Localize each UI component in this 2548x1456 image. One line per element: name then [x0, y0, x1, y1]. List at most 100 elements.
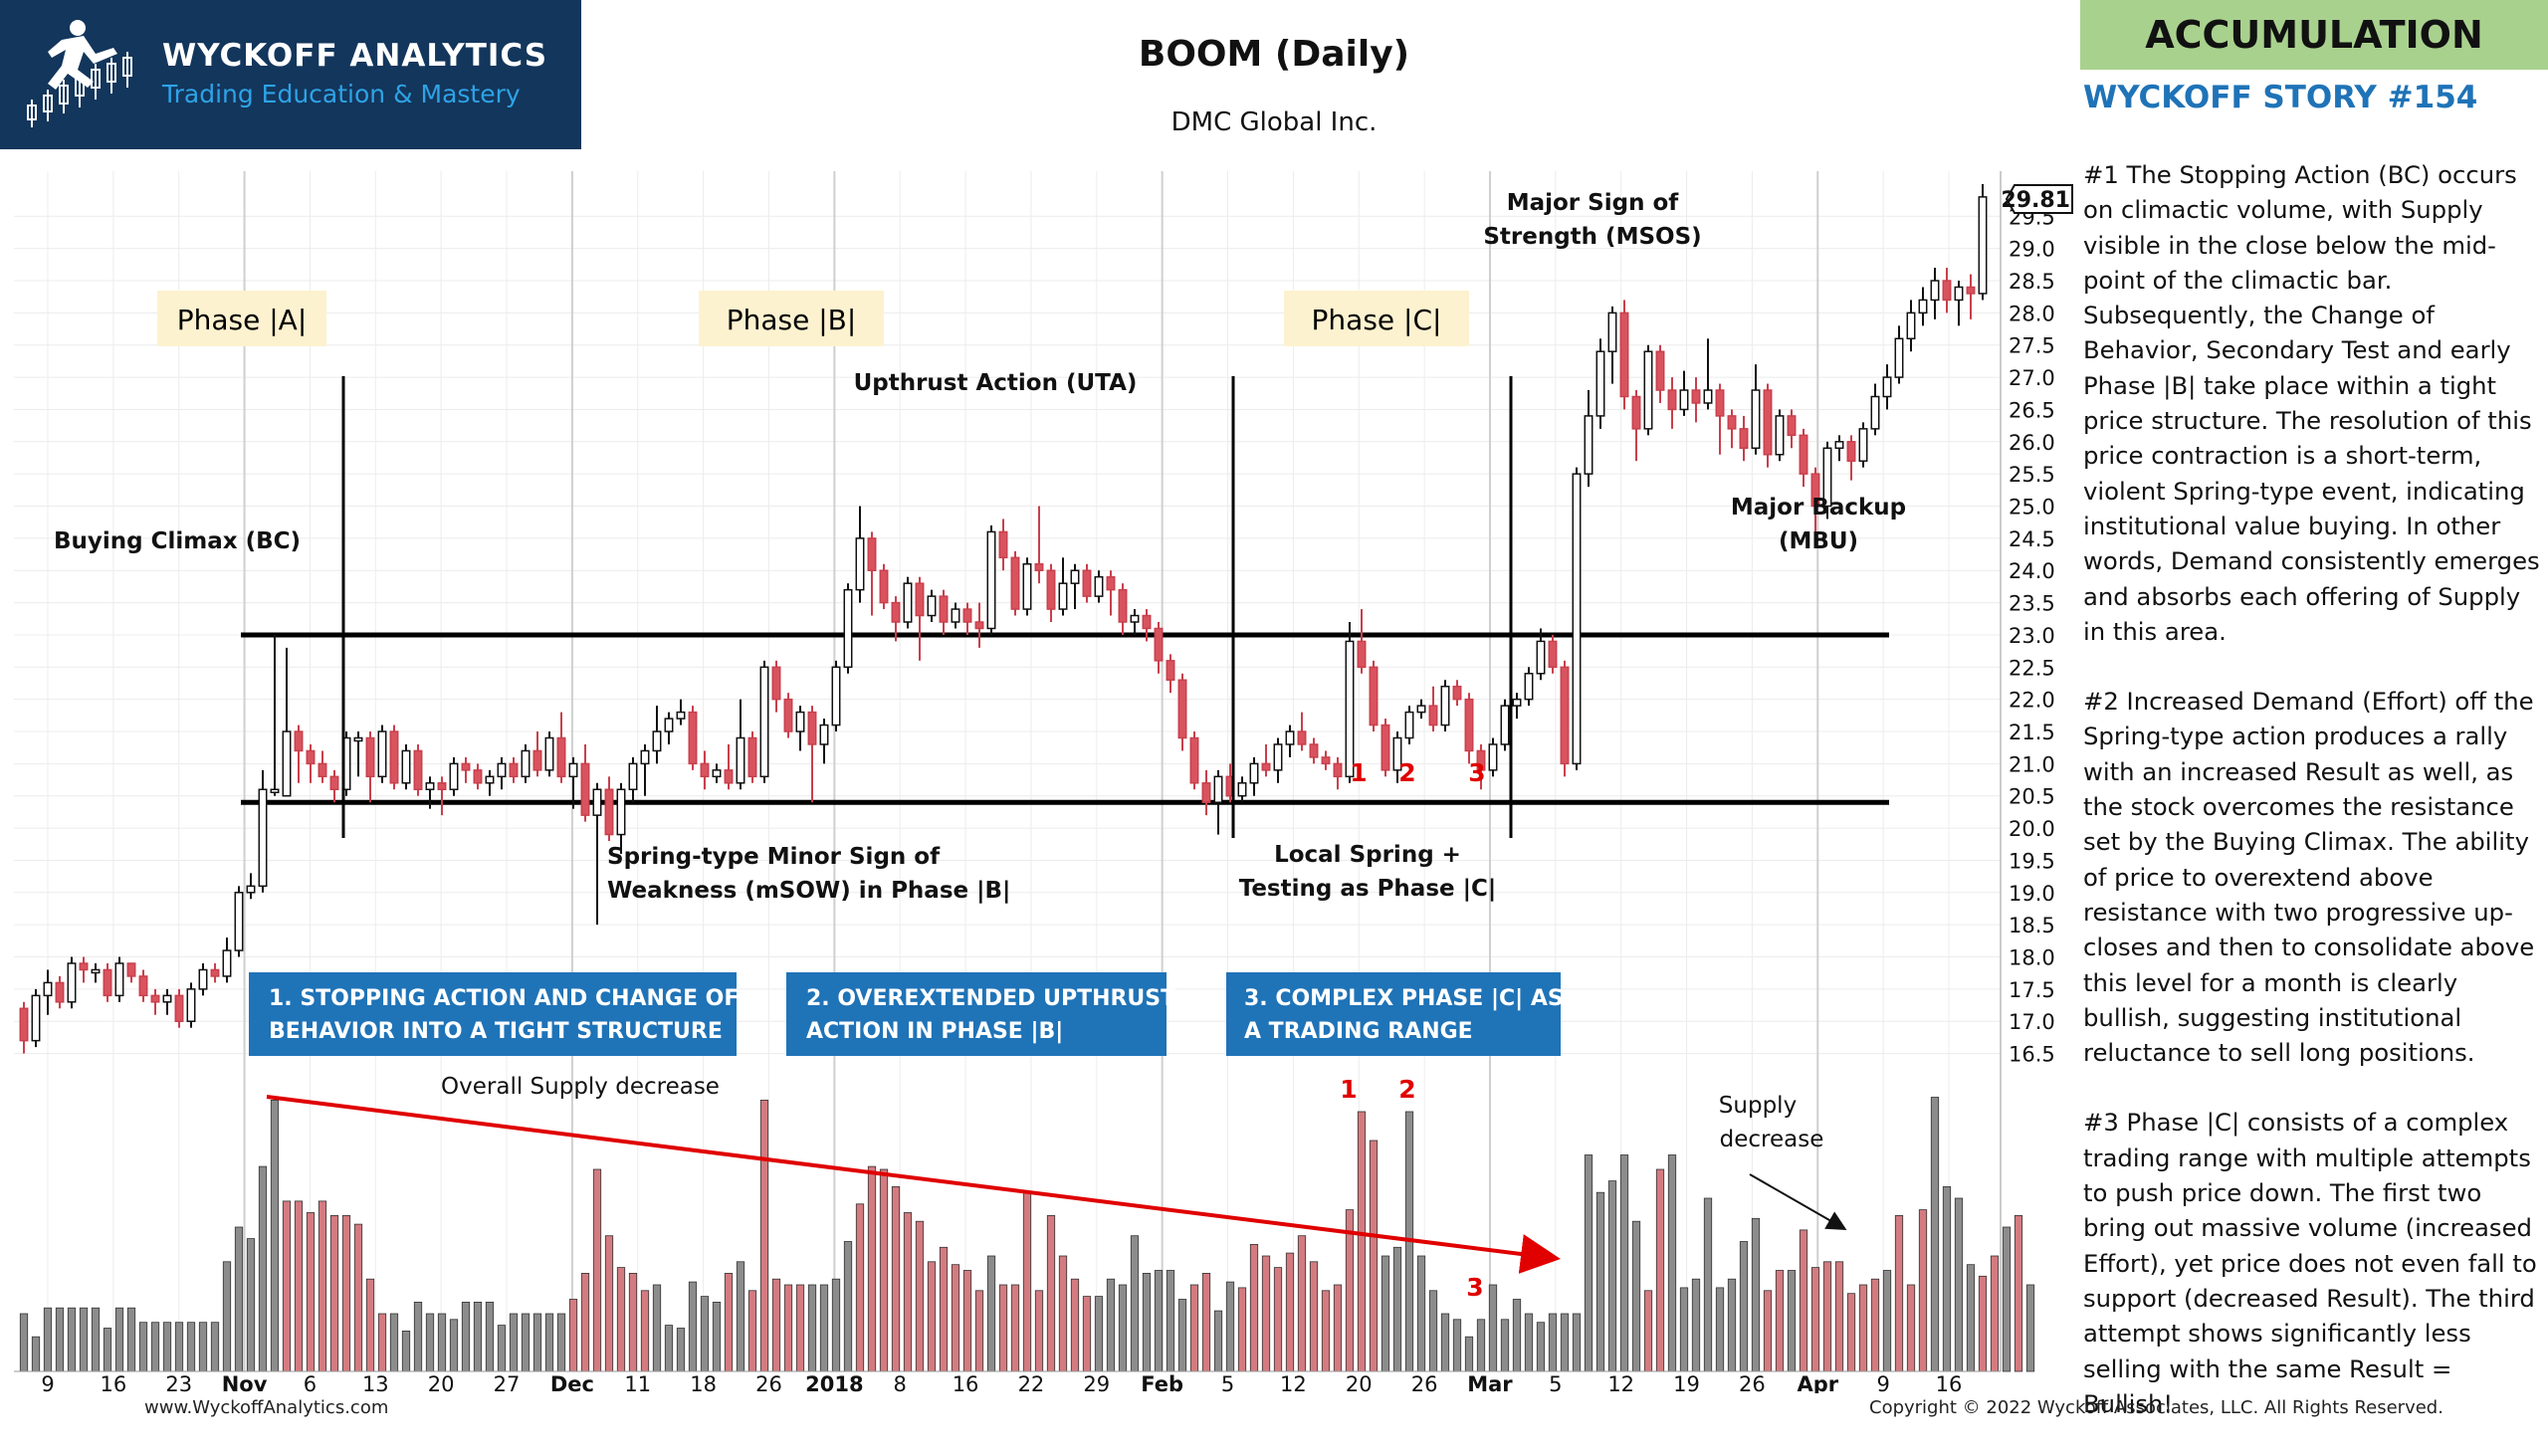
volume-bar — [819, 1284, 829, 1372]
candle-body — [915, 582, 925, 617]
candle-body — [604, 788, 614, 836]
volume-bar — [91, 1307, 101, 1372]
y-tick-label: 22.0 — [2009, 689, 2055, 713]
candle-body — [664, 718, 674, 732]
candle-body — [353, 736, 363, 742]
candle-body — [1416, 705, 1426, 714]
volume-bar — [1667, 1154, 1677, 1372]
y-axis: 16.5 17.0 17.5 18.0 18.5 19.0 19.5 20.0 20.5 21.0… — [2000, 171, 2055, 1371]
volume-bar — [1106, 1278, 1116, 1372]
volume-bar — [556, 1313, 566, 1372]
volume-bar — [1942, 1186, 1952, 1372]
candle-body — [1584, 415, 1593, 475]
candle-body — [1703, 389, 1713, 404]
section-box-2 — [786, 972, 1167, 1056]
volume-bar — [258, 1165, 268, 1372]
candle-body — [1189, 736, 1199, 784]
volume-bar — [1918, 1209, 1928, 1372]
candle-body — [544, 736, 554, 771]
x-tick-label: 16 — [1936, 1372, 1963, 1393]
candles — [19, 183, 1988, 1054]
brand-name: WYCKOFF ANALYTICS — [162, 38, 548, 74]
volume-bar — [1500, 1319, 1510, 1372]
candle-body — [1667, 389, 1677, 411]
y-tick-label: 18.0 — [2009, 946, 2055, 970]
candle-body — [1524, 673, 1534, 701]
volume-bar — [1440, 1313, 1450, 1372]
y-tick-label: 23.5 — [2009, 592, 2055, 616]
narrative-panel: #1 The Stopping Action (BC) occurs on cl… — [2083, 157, 2544, 1456]
last-price-tag — [2005, 184, 2073, 214]
grid — [14, 171, 2001, 1371]
candle-body — [306, 749, 316, 765]
candle-body — [974, 621, 984, 630]
volume-bar — [1321, 1290, 1331, 1372]
candle-body — [1978, 196, 1988, 295]
candle-body — [437, 782, 447, 791]
section-box-3 — [1226, 972, 1561, 1056]
candle-body — [1548, 640, 1558, 669]
x-tick-label: 27 — [494, 1372, 521, 1393]
y-tick-label: 25.0 — [2009, 496, 2055, 520]
volume-bar — [1655, 1168, 1665, 1372]
volume-bar — [1488, 1284, 1498, 1372]
volume-bar — [1572, 1313, 1582, 1372]
y-tick-label: 26.5 — [2009, 398, 2055, 422]
volume-bar — [461, 1302, 471, 1372]
footer-website: www.WyckoffAnalytics.com — [144, 1397, 389, 1418]
volume-bar — [1846, 1293, 1856, 1372]
volume-bar — [389, 1313, 399, 1372]
candle-body — [640, 749, 650, 765]
candle-body — [1022, 563, 1032, 610]
volume-bar — [1392, 1246, 1402, 1372]
volume-bar — [318, 1200, 327, 1372]
candle-body — [1787, 415, 1797, 437]
volume-bar — [246, 1238, 256, 1372]
candle-body — [1500, 705, 1510, 745]
candle-body — [19, 1007, 29, 1042]
volume-bar — [1775, 1270, 1785, 1372]
volume-bar — [1464, 1336, 1474, 1372]
volume-bar — [1607, 1180, 1617, 1372]
candle-body — [509, 762, 519, 778]
volume-bar — [1154, 1270, 1164, 1372]
candle-body — [867, 537, 877, 571]
y-tick-label: 20.5 — [2009, 785, 2055, 809]
candle-body — [55, 981, 65, 1003]
candle-body — [556, 736, 566, 778]
candle-body — [1309, 743, 1319, 758]
candle-body — [1810, 473, 1820, 508]
annotation-supply-line2: decrease — [1720, 1127, 1824, 1152]
candle-body — [807, 711, 817, 745]
test-number-2: 2 — [1398, 758, 1415, 787]
volume-bar — [401, 1331, 411, 1372]
candle-body — [1177, 679, 1187, 739]
candle-body — [580, 762, 590, 816]
candle-body — [1643, 350, 1653, 430]
candle-body — [43, 981, 53, 997]
candle-body — [258, 788, 268, 888]
candle-body — [1058, 582, 1068, 610]
candle-body — [1237, 782, 1247, 797]
volume-bar — [807, 1284, 817, 1372]
volume-bar — [234, 1226, 244, 1372]
volume-bar — [1046, 1215, 1056, 1372]
volume-bar — [1285, 1252, 1295, 1372]
candle-body — [1488, 743, 1498, 771]
candle-body — [700, 762, 710, 778]
volume-bar — [413, 1302, 423, 1372]
volume-bar — [43, 1307, 53, 1372]
candle-body — [1966, 286, 1976, 295]
candle-body — [413, 749, 423, 791]
volume-bar — [1751, 1217, 1761, 1372]
x-tick-label: 2018 — [805, 1372, 863, 1393]
volume-bar — [736, 1261, 745, 1372]
volume-bar — [377, 1313, 387, 1372]
volume-bar — [449, 1319, 459, 1372]
candle-body — [688, 711, 698, 765]
candle-body — [425, 782, 435, 791]
volume-bar — [1691, 1278, 1701, 1372]
candle-body — [282, 730, 292, 797]
candle-body — [1751, 389, 1761, 450]
volume-bar — [616, 1267, 626, 1372]
